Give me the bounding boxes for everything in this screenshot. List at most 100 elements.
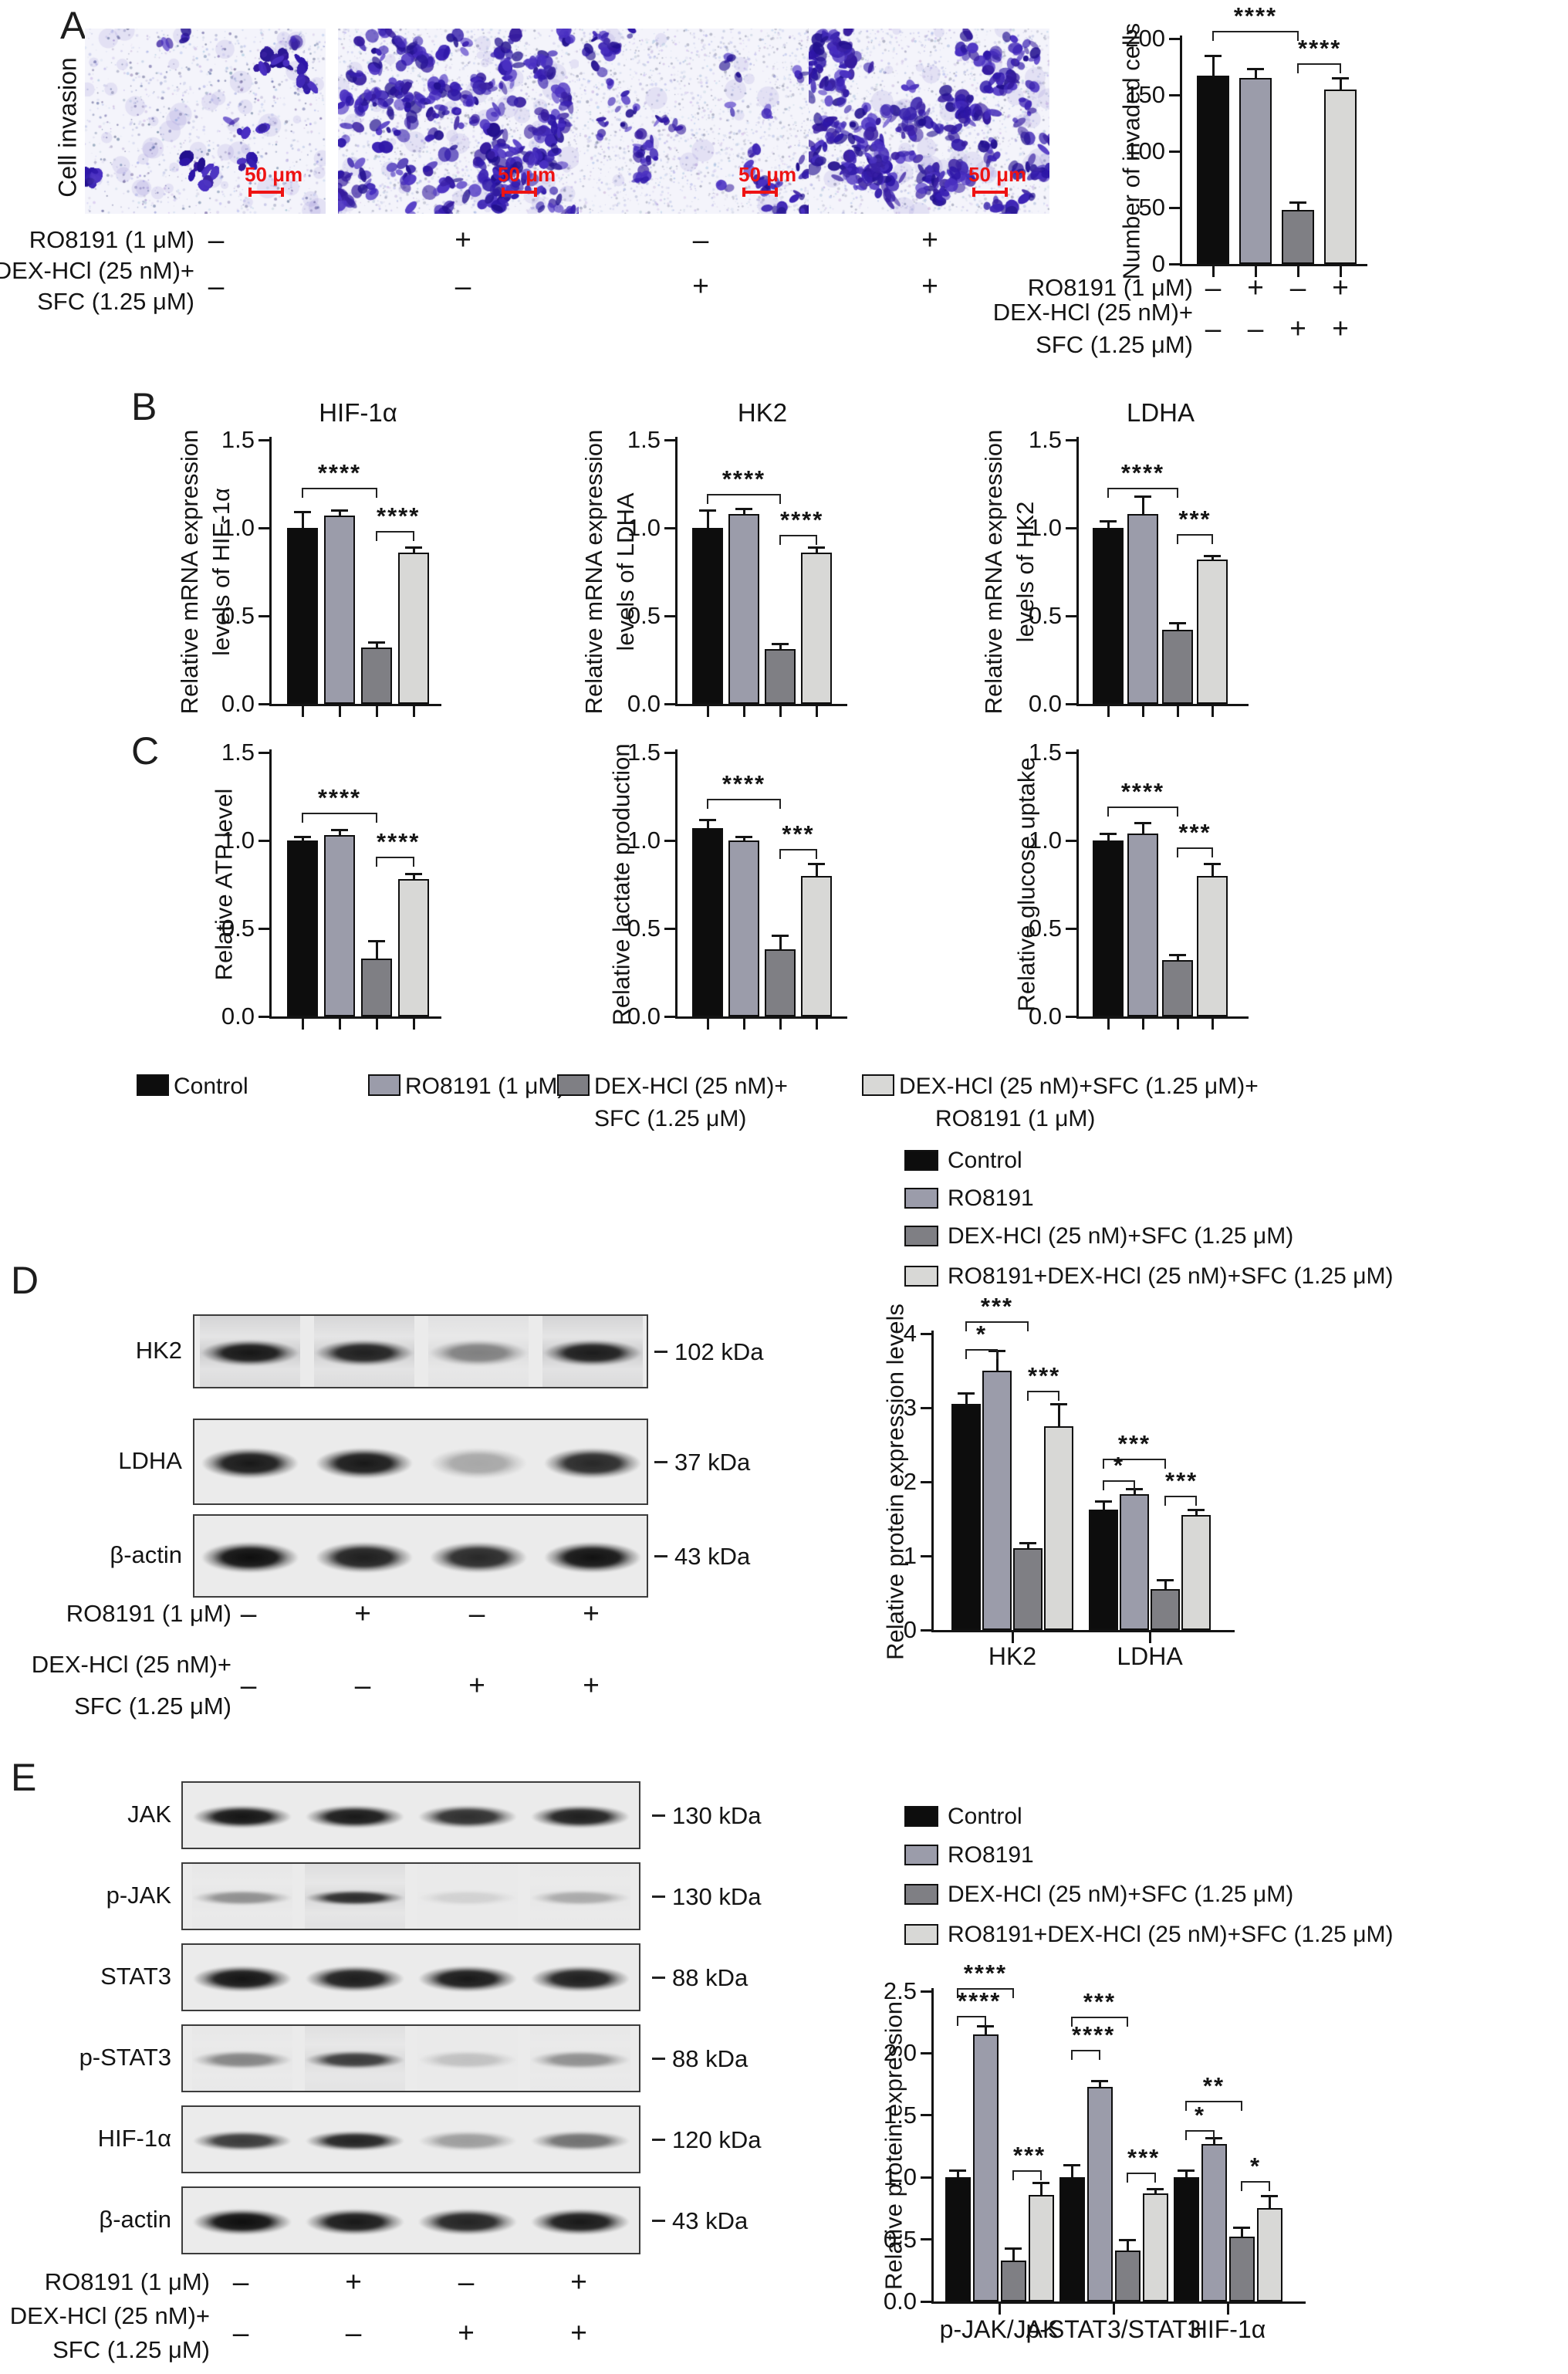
blot-band-E-JAK-lane2 [306, 1805, 404, 1828]
error-cap-mrna_hk2-3 [808, 546, 825, 550]
x-tick-mrna_hk2 [706, 706, 709, 717]
bar-mrna_hif1a-2 [361, 648, 392, 704]
legend-label: DEX-HCl (25 nM)+SFC (1.25 μM)+ [899, 1074, 1259, 1099]
treatment-row2-sign-panelD: – [354, 1669, 371, 1701]
error-bar-protein_d-1-0 [1102, 1500, 1105, 1510]
error-cap-lactate-2 [772, 935, 789, 938]
error-cap-protein_e-1-0 [1063, 2164, 1080, 2167]
error-bar-protein_e-1-0 [1070, 2165, 1073, 2178]
treatment-row1-sign-panelE: – [458, 2266, 475, 2298]
error-cap-protein_e-2-2 [1233, 2226, 1250, 2229]
error-bar-invasion-2 [1296, 201, 1299, 210]
x-tick-protein_e [1112, 2304, 1115, 2315]
blot-band-E-p-STAT3-lane4 [531, 2051, 630, 2069]
blot-box-E-HIF-1α [181, 2105, 640, 2173]
blot-kda-label: 37 kDa [674, 1449, 751, 1476]
y-tick-atp [259, 839, 269, 842]
treatment-row2-sign-panelD: – [240, 1669, 257, 1701]
category-label-protein_d: HK2 [988, 1642, 1037, 1670]
bar-mrna_hk2-1 [728, 513, 759, 704]
treatment-row2-label1-panelA-chart: DEX-HCl (25 nM)+ [992, 299, 1193, 326]
blot-kda-dash [652, 1976, 665, 1979]
blot-band-D-HK2-lane4 [544, 1340, 641, 1366]
treatment-row2-label1-panelA-images: DEX-HCl (25 nM)+ [0, 257, 194, 284]
y-axis-label-glucose: Relative glucose uptake [1012, 757, 1040, 1012]
blot-kda-dash [654, 1460, 667, 1463]
error-cap-protein_e-2-0 [1178, 2169, 1195, 2172]
scale-bar-cap [281, 188, 284, 197]
y-tick-label-protein_d: 2 [903, 1468, 917, 1495]
error-cap-atp-2 [368, 939, 385, 942]
x-axis-mrna_hk2 [675, 704, 847, 706]
x-tick-mrna_hif1a [375, 706, 378, 717]
bar-mrna_ldha-0 [1093, 528, 1124, 704]
sig-stars-atp: **** [317, 784, 362, 811]
error-bar-mrna_hif1a-3 [412, 547, 415, 553]
error-bar-mrna_ldha-1 [1141, 495, 1144, 514]
x-axis-mrna_ldha [1076, 704, 1249, 706]
treatment-row2-sign-panelE: – [232, 2317, 249, 2349]
x-tick-invasion [1254, 266, 1257, 277]
y-tick-mrna_hk2 [664, 702, 675, 705]
y-tick-lactate [664, 1015, 675, 1018]
blot-band-E-JAK-lane4 [531, 1805, 630, 1828]
error-cap-mrna_hif1a-2 [368, 641, 385, 644]
y-axis-atp [269, 749, 272, 1016]
y-tick-label-glucose: 0.0 [1028, 1003, 1062, 1030]
blot-smear [530, 2026, 630, 2091]
scale-bar-label: 50 μm [738, 163, 797, 186]
bar-protein_d-1-1 [1120, 1494, 1149, 1630]
x-axis-protein_d [931, 1630, 1235, 1632]
treatment-row2-sign-panelE: – [345, 2317, 362, 2349]
error-bar-lactate-1 [742, 837, 745, 840]
blot-kda-label: 88 kDa [672, 1964, 749, 1991]
blot-band-E-p-JAK-lane1 [193, 1890, 292, 1906]
legend-E-label: DEX-HCl (25 nM)+SFC (1.25 μM) [948, 1882, 1294, 1907]
bar-protein_e-0-0 [945, 2177, 971, 2301]
bar-lactate-0 [692, 828, 723, 1016]
sig-bracket-protein_d [1164, 1496, 1197, 1506]
sig-bracket-mrna_hk2 [779, 535, 817, 545]
blot-kda-dash [652, 2057, 665, 2060]
y-axis-label-invasion: Number of invaded cells [1117, 22, 1145, 280]
treatment-row1-sign-panelE: – [232, 2266, 249, 2298]
blot-band-E-p-STAT3-lane1 [193, 2051, 292, 2069]
treatment-row2-label2-panelA-images: SFC (1.25 μM) [37, 288, 194, 315]
error-cap-mrna_hif1a-3 [405, 546, 422, 550]
bar-protein_d-0-0 [951, 1404, 981, 1630]
treatment-row2-sign-panelA-images: + [692, 270, 709, 302]
sig-stars-protein_e: **** [1072, 2021, 1116, 2048]
error-cap-mrna_hif1a-1 [331, 509, 348, 512]
y-axis-mrna_ldha [1076, 437, 1079, 704]
sig-bracket-protein_e [1241, 2181, 1270, 2191]
invasion-micrograph-3 [579, 29, 819, 214]
error-bar-glucose-3 [1211, 863, 1214, 876]
y-tick-mrna_ldha [1066, 438, 1076, 441]
error-cap-invasion-3 [1332, 77, 1349, 80]
bar-lactate-1 [728, 840, 759, 1016]
bar-lactate-2 [765, 949, 796, 1016]
bar-mrna_ldha-3 [1197, 560, 1228, 704]
treatment-row1-sign-panelA-images: + [455, 224, 471, 255]
sig-stars-protein_e: *** [1013, 2142, 1046, 2169]
sig-stars-mrna_ldha: *** [1178, 506, 1211, 533]
bar-protein_d-1-0 [1089, 1510, 1118, 1630]
blot-band-E-β-actin-lane3 [418, 2209, 517, 2235]
y-tick-label-protein_e: 2.0 [883, 2039, 917, 2067]
y-tick-label-protein_e: 1.5 [883, 2101, 917, 2129]
error-cap-mrna_ldha-1 [1134, 495, 1151, 498]
error-bar-protein_e-2-0 [1184, 2169, 1188, 2178]
y-tick-label-mrna_hk2: 0.0 [627, 690, 661, 717]
error-bar-glucose-0 [1107, 833, 1110, 840]
blot-box-D-HK2 [193, 1314, 648, 1388]
bar-invasion-2 [1282, 209, 1314, 264]
legend-D-label: Control [948, 1148, 1022, 1173]
blot-box-E-β-actin [181, 2186, 640, 2254]
blot-band-E-JAK-lane3 [418, 1805, 517, 1828]
y-tick-label-protein_d: 0 [903, 1616, 917, 1643]
blot-smear [428, 1316, 529, 1387]
x-tick-glucose [1107, 1019, 1110, 1030]
blot-band-D-LDHA-lane3 [430, 1448, 527, 1479]
error-cap-invasion-2 [1289, 201, 1306, 204]
error-cap-atp-0 [294, 836, 311, 839]
